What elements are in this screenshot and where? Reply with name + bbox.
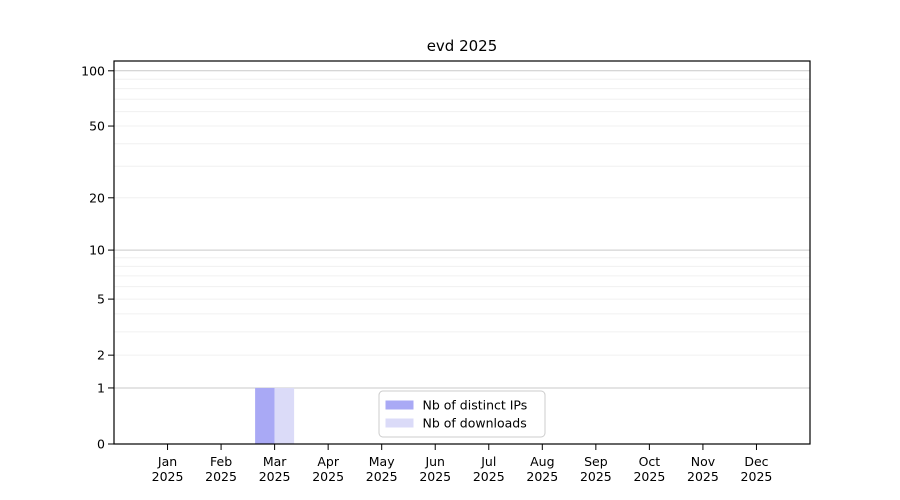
x-tick-label-year: 2025 bbox=[633, 469, 665, 484]
y-tick-label: 100 bbox=[81, 63, 105, 78]
legend-label: Nb of distinct IPs bbox=[423, 398, 528, 413]
y-tick-label: 1 bbox=[97, 380, 105, 395]
x-tick-label-year: 2025 bbox=[741, 469, 773, 484]
bar-distinct-ips bbox=[255, 387, 275, 444]
x-tick-label-year: 2025 bbox=[580, 469, 612, 484]
x-tick-label-month: Aug bbox=[530, 454, 554, 469]
x-tick-label-month: Jan bbox=[157, 454, 177, 469]
x-tick-label-year: 2025 bbox=[687, 469, 719, 484]
y-tick-label: 5 bbox=[97, 292, 105, 307]
y-tick-label: 2 bbox=[97, 348, 105, 363]
x-tick-label-month: Dec bbox=[744, 454, 768, 469]
x-tick-label-year: 2025 bbox=[473, 469, 505, 484]
x-tick-label-year: 2025 bbox=[152, 469, 184, 484]
x-tick-label-month: May bbox=[369, 454, 395, 469]
bar-downloads bbox=[274, 387, 295, 444]
x-tick-label-month: Nov bbox=[691, 454, 716, 469]
x-tick-label-year: 2025 bbox=[366, 469, 398, 484]
legend-swatch-distinct-ips bbox=[385, 400, 414, 410]
x-tick-label-year: 2025 bbox=[526, 469, 558, 484]
x-tick-label-month: Jul bbox=[480, 454, 496, 469]
y-tick-label: 20 bbox=[89, 190, 105, 205]
x-tick-label-year: 2025 bbox=[419, 469, 451, 484]
x-tick-label-month: Sep bbox=[584, 454, 608, 469]
chart-title: evd 2025 bbox=[427, 37, 498, 55]
y-tick-label: 50 bbox=[89, 119, 105, 134]
legend-box bbox=[378, 390, 546, 438]
x-tick-label-month: Oct bbox=[639, 454, 661, 469]
x-tick-label-year: 2025 bbox=[312, 469, 344, 484]
x-tick-label-month: Mar bbox=[263, 454, 287, 469]
plot-border bbox=[113, 60, 811, 445]
x-tick-label-month: Jun bbox=[424, 454, 445, 469]
x-tick-label-year: 2025 bbox=[259, 469, 291, 484]
x-tick-label-month: Feb bbox=[210, 454, 232, 469]
x-tick-label-year: 2025 bbox=[205, 469, 237, 484]
y-tick-label: 0 bbox=[97, 437, 105, 452]
legend-swatch-downloads bbox=[385, 418, 414, 428]
x-tick-label-month: Apr bbox=[317, 454, 339, 469]
legend-label: Nb of downloads bbox=[423, 416, 527, 431]
y-tick-label: 10 bbox=[89, 243, 105, 258]
